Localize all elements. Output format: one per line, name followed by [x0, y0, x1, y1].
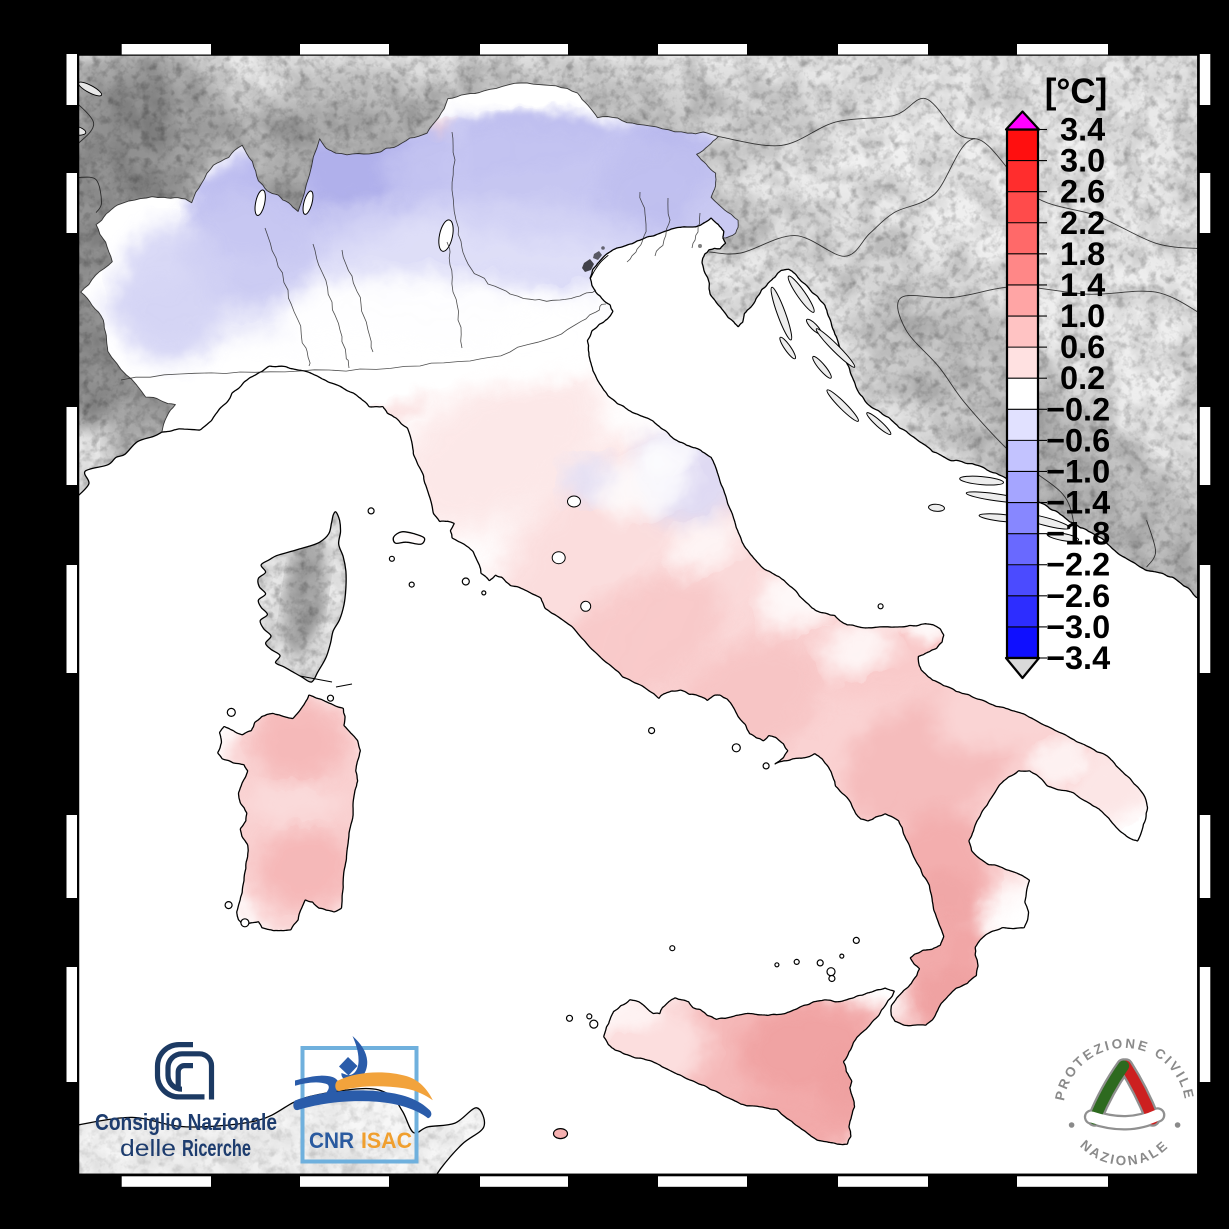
svg-text:1.4: 1.4	[1060, 267, 1105, 303]
svg-text:2.6: 2.6	[1060, 174, 1105, 210]
svg-text:−2.6: −2.6	[1046, 578, 1110, 614]
svg-text:1.0: 1.0	[1060, 298, 1105, 334]
svg-text:−2.2: −2.2	[1046, 547, 1110, 583]
svg-text:−1.0: −1.0	[1046, 454, 1110, 490]
svg-text:[°C]: [°C]	[1045, 72, 1108, 111]
svg-text:−0.6: −0.6	[1046, 422, 1110, 458]
svg-text:−0.2: −0.2	[1046, 391, 1110, 427]
svg-text:3.0: 3.0	[1060, 143, 1105, 179]
svg-text:delle: delle	[120, 1135, 176, 1161]
svg-text:1.8: 1.8	[1060, 236, 1105, 272]
svg-text:Ricerche: Ricerche	[182, 1135, 251, 1161]
svg-text:−1.4: −1.4	[1046, 485, 1110, 521]
svg-text:−3.0: −3.0	[1046, 609, 1110, 645]
svg-text:−3.4: −3.4	[1046, 640, 1110, 676]
svg-text:0.2: 0.2	[1060, 360, 1105, 396]
svg-text:−1.8: −1.8	[1046, 516, 1110, 552]
svg-text:Consiglio Nazionale: Consiglio Nazionale	[95, 1109, 277, 1135]
svg-text:3.4: 3.4	[1060, 112, 1105, 148]
svg-text:ISAC: ISAC	[361, 1128, 412, 1153]
svg-text:0.6: 0.6	[1060, 329, 1105, 365]
svg-text:2.2: 2.2	[1060, 205, 1105, 241]
svg-text:CNR: CNR	[309, 1128, 354, 1153]
